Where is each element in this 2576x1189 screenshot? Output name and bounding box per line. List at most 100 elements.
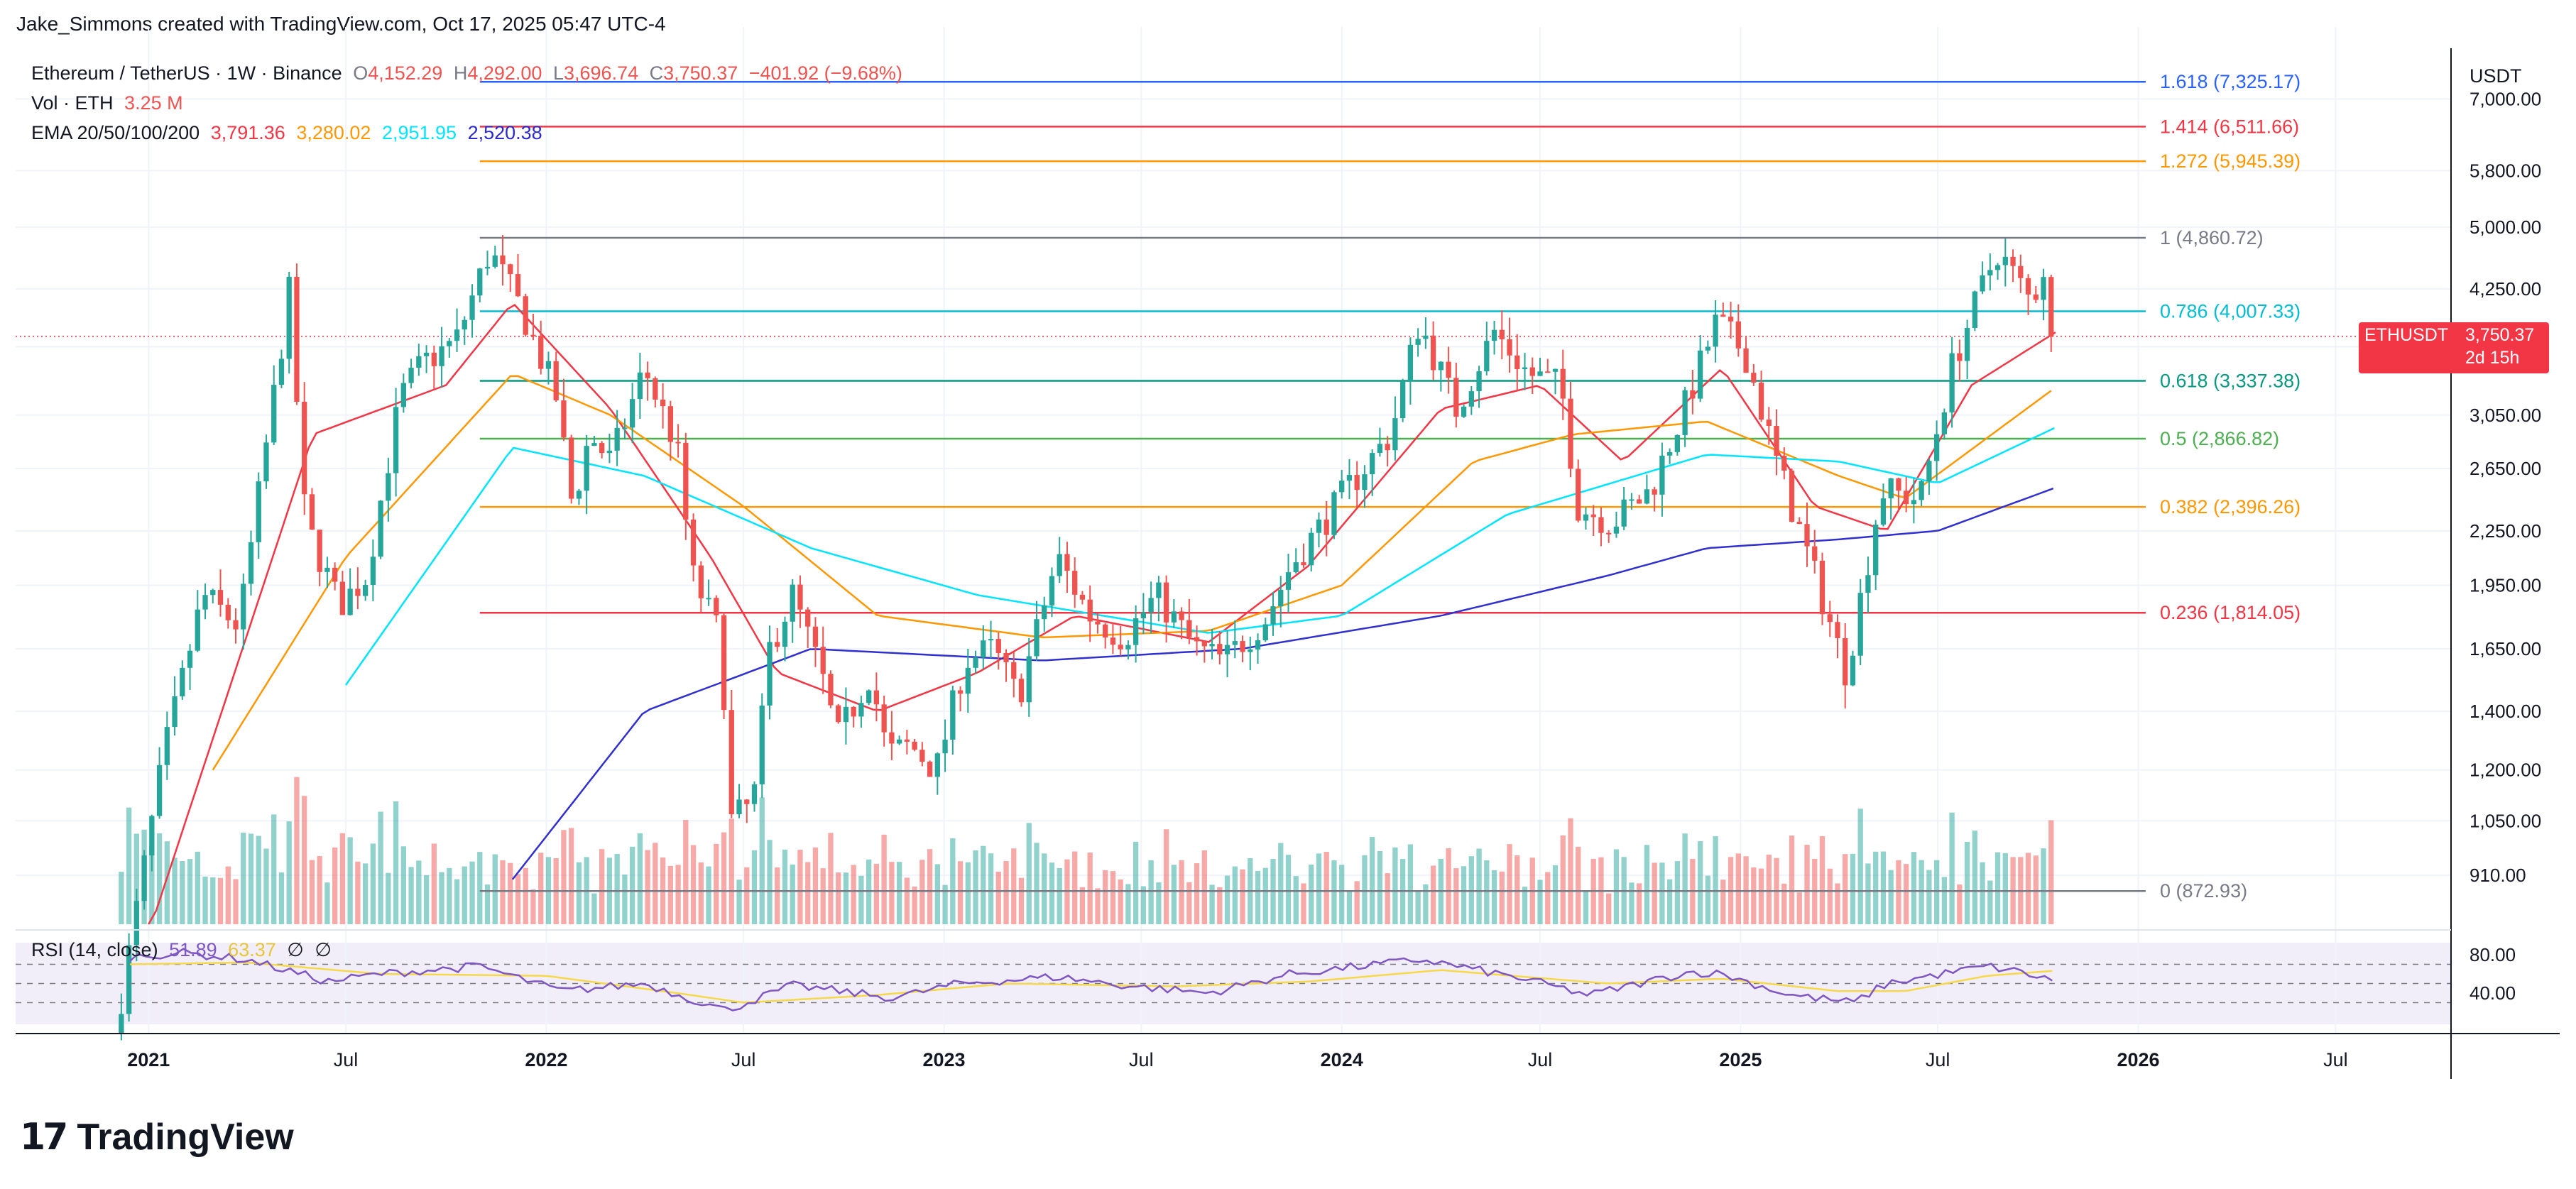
- candle-body: [1735, 321, 1741, 349]
- candle-body: [2002, 256, 2008, 265]
- volume-bar: [896, 862, 902, 924]
- volume-bar: [355, 861, 361, 924]
- candle-body: [164, 727, 170, 765]
- volume-bar: [1957, 884, 1963, 924]
- candle-body: [378, 500, 383, 557]
- candle-body: [706, 598, 711, 600]
- volume-bar: [1339, 865, 1345, 924]
- candle-body: [660, 399, 666, 407]
- volume-bar: [408, 867, 414, 924]
- candle-body: [1293, 562, 1299, 573]
- volume-bar: [1255, 870, 1261, 924]
- volume-bar: [775, 867, 780, 924]
- volume-bar: [1804, 845, 1810, 924]
- candle-body: [1453, 378, 1459, 417]
- y-axis-label: USDT: [2469, 65, 2522, 87]
- volume-bar: [683, 820, 689, 924]
- volume-bar: [744, 867, 750, 924]
- ema-label: EMA 20/50/100/200: [31, 122, 200, 143]
- ema-line-ema50: [212, 375, 2052, 771]
- candle-body: [217, 590, 224, 605]
- volume-bar: [271, 814, 277, 924]
- x-tick-label: 2025: [1719, 1049, 1762, 1070]
- ema-line-ema20: [148, 304, 2056, 925]
- candle-body: [431, 352, 437, 366]
- volume-bar: [386, 872, 391, 924]
- volume-legend[interactable]: Vol · ETH 3.25 M: [31, 92, 189, 114]
- candle-body: [545, 361, 552, 369]
- volume-bar: [1713, 836, 1718, 924]
- candle-body: [622, 427, 628, 429]
- volume-bar: [1087, 853, 1093, 924]
- rsi-ma-value: 63.37: [228, 939, 276, 960]
- candle-body: [133, 901, 140, 946]
- candle-body: [1835, 622, 1840, 639]
- volume-bar: [637, 833, 643, 924]
- volume-bar: [904, 877, 910, 924]
- volume-bar: [362, 863, 369, 924]
- volume-bar: [1873, 851, 1879, 924]
- y-tick-label: 1,950.00: [2469, 575, 2541, 596]
- volume-bar: [1362, 855, 1368, 924]
- candle-body: [1529, 367, 1535, 376]
- x-tick-label: Jul: [731, 1049, 756, 1070]
- candle-body: [1598, 517, 1604, 533]
- volume-bar: [1278, 843, 1284, 924]
- volume-bar: [1904, 864, 1909, 924]
- candle-body: [1888, 478, 1894, 499]
- candle-body: [1690, 390, 1696, 399]
- price-tag-price: 3,750.37: [2465, 325, 2535, 345]
- y-tick-label: 910.00: [2469, 865, 2526, 886]
- candle-body: [782, 621, 788, 647]
- high-value: 4,292.00: [467, 62, 542, 84]
- volume-bar: [1705, 875, 1711, 924]
- candle-body: [942, 739, 948, 754]
- candle-body: [447, 341, 452, 346]
- y-tick-label: 1,650.00: [2469, 638, 2541, 659]
- candle-body: [210, 590, 216, 596]
- volume-bar: [1522, 887, 1528, 924]
- candle-body: [2048, 277, 2054, 337]
- candle-body: [1766, 420, 1772, 427]
- candle-body: [126, 945, 132, 1014]
- volume-bar: [698, 862, 704, 924]
- candle-body: [1377, 444, 1383, 454]
- volume-bar: [1095, 888, 1101, 924]
- volume-bar: [1666, 879, 1673, 924]
- candle-body: [241, 583, 246, 630]
- volume-bar: [1262, 867, 1268, 924]
- candle-body: [1392, 418, 1398, 451]
- candle-body: [1438, 361, 1444, 371]
- candle-body: [881, 704, 887, 733]
- candle-body: [278, 358, 285, 385]
- tradingview-logo[interactable]: 17 TradingView: [20, 1116, 294, 1158]
- brand-name: TradingView: [77, 1117, 294, 1158]
- candle-body: [1003, 652, 1009, 662]
- candle-body: [1911, 500, 1917, 505]
- volume-bar: [1827, 868, 1833, 924]
- rsi-legend[interactable]: RSI (14, close) 51.89 63.37 ∅ ∅: [31, 939, 337, 961]
- low-label: L: [552, 62, 564, 84]
- ema20-value: 3,791.36: [210, 122, 285, 143]
- candle-body: [1804, 524, 1810, 547]
- volume-bar: [225, 866, 231, 924]
- volume-bar: [2048, 820, 2054, 924]
- symbol-title: Ethereum / TetherUS · 1W · Binance: [31, 62, 342, 84]
- ema-legend[interactable]: EMA 20/50/100/200 3,791.36 3,280.02 2,95…: [31, 122, 548, 144]
- volume-bar: [1835, 883, 1840, 924]
- volume-bar: [1018, 877, 1025, 924]
- candle-body: [1446, 361, 1451, 378]
- candle-body: [744, 799, 750, 804]
- candle-body: [1468, 391, 1474, 407]
- volume-bar: [1911, 852, 1917, 924]
- volume-bar: [263, 848, 269, 924]
- volume-bar: [1079, 887, 1086, 924]
- volume-bar: [156, 833, 163, 924]
- volume-bar: [1301, 883, 1306, 924]
- symbol-legend[interactable]: Ethereum / TetherUS · 1W · Binance O4,15…: [31, 62, 908, 84]
- candle-body: [1568, 398, 1573, 469]
- candle-body: [1118, 645, 1123, 650]
- volume-bar: [614, 854, 620, 924]
- candle-body: [347, 588, 353, 615]
